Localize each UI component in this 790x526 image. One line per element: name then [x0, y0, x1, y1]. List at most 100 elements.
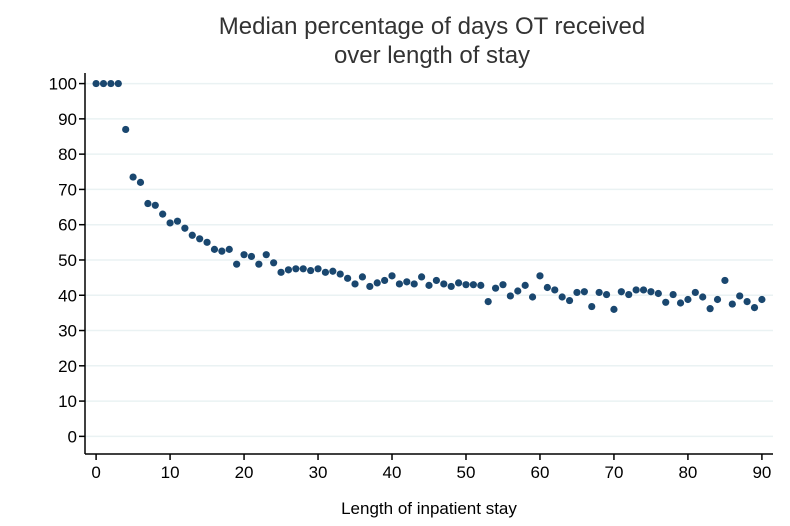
- data-point: [418, 273, 426, 281]
- data-point: [240, 251, 248, 259]
- data-point: [728, 300, 736, 308]
- data-point: [210, 245, 219, 253]
- data-point: [270, 259, 278, 267]
- y-tick-label: 90: [58, 110, 77, 129]
- data-point: [543, 283, 551, 292]
- data-point: [292, 265, 300, 273]
- y-tick-label: 40: [58, 286, 77, 305]
- data-point: [506, 292, 514, 300]
- y-tick-label: 60: [58, 216, 77, 235]
- x-axis-label: Length of inpatient stay: [341, 499, 517, 518]
- data-point: [284, 266, 293, 274]
- data-point: [669, 290, 677, 299]
- chart-title-line-1: Median percentage of days OT received: [219, 13, 645, 40]
- data-point: [514, 287, 522, 295]
- data-point: [107, 79, 115, 88]
- data-point: [499, 281, 507, 289]
- data-point: [92, 79, 100, 88]
- data-point: [647, 288, 655, 296]
- data-point: [750, 303, 759, 312]
- data-point: [99, 79, 108, 88]
- data-point: [676, 299, 685, 307]
- data-point: [410, 280, 418, 288]
- data-point: [617, 288, 625, 296]
- data-point: [366, 282, 374, 291]
- data-point: [521, 281, 529, 289]
- x-tick-label: 10: [161, 463, 180, 482]
- data-point: [262, 251, 270, 259]
- x-tick-label: 90: [752, 463, 771, 482]
- y-tick-label: 50: [58, 251, 77, 270]
- data-point: [373, 279, 381, 287]
- data-point: [639, 286, 648, 294]
- x-tick-label: 0: [91, 463, 100, 482]
- data-point: [114, 79, 122, 88]
- x-axis-ticks: 0 10 20 30 40 50 60 70 80 90: [91, 454, 771, 482]
- data-point: [358, 273, 367, 281]
- data-point: [528, 293, 537, 301]
- data-point: [151, 201, 159, 209]
- data-point: [307, 266, 315, 275]
- data-point: [173, 217, 182, 225]
- data-point: [321, 268, 330, 276]
- x-tick-label: 70: [604, 463, 623, 482]
- data-point: [144, 199, 152, 208]
- data-point: [277, 268, 285, 276]
- y-tick-label: 10: [58, 392, 77, 411]
- data-point: [743, 298, 751, 306]
- y-tick-label: 0: [68, 427, 77, 446]
- data-point: [314, 265, 322, 273]
- data-point: [299, 265, 307, 273]
- data-point: [381, 276, 389, 285]
- x-tick-label: 40: [383, 463, 402, 482]
- data-point: [595, 288, 603, 297]
- data-point: [588, 302, 596, 311]
- data-point: [625, 290, 633, 299]
- data-point: [699, 293, 707, 301]
- y-axis-ticks: 0 10 20 30 40 50 60 70 80 90 100: [49, 75, 85, 446]
- data-point: [181, 224, 189, 232]
- x-tick-label: 80: [678, 463, 697, 482]
- data-point: [706, 305, 714, 313]
- data-points: [92, 79, 766, 313]
- data-point: [203, 238, 211, 246]
- data-point: [247, 252, 256, 261]
- data-point: [122, 125, 130, 134]
- data-point: [336, 270, 344, 278]
- data-point: [580, 288, 588, 296]
- data-point: [565, 296, 574, 305]
- data-point: [454, 279, 463, 287]
- x-tick-label: 30: [309, 463, 328, 482]
- data-point: [403, 278, 411, 286]
- data-point: [684, 295, 692, 304]
- data-point: [558, 293, 566, 301]
- x-tick-label: 50: [457, 463, 476, 482]
- data-point: [329, 267, 337, 275]
- data-point: [551, 286, 559, 294]
- data-point: [758, 295, 766, 304]
- y-tick-label: 100: [49, 75, 77, 94]
- gridlines: [85, 82, 773, 438]
- data-point: [395, 280, 404, 288]
- y-tick-label: 80: [58, 145, 77, 164]
- data-point: [477, 281, 485, 289]
- data-point: [713, 295, 722, 304]
- data-point: [255, 260, 263, 268]
- data-point: [484, 298, 492, 306]
- data-point: [351, 280, 359, 288]
- data-point: [218, 247, 226, 255]
- y-tick-label: 20: [58, 357, 77, 376]
- data-point: [188, 231, 196, 239]
- data-point: [602, 290, 611, 299]
- data-point: [662, 298, 670, 306]
- data-point: [129, 173, 137, 181]
- data-point: [425, 281, 433, 289]
- data-point: [632, 286, 640, 294]
- data-point: [654, 289, 662, 298]
- x-tick-label: 20: [235, 463, 254, 482]
- data-point: [136, 178, 145, 186]
- data-point: [610, 305, 618, 313]
- data-point: [447, 282, 455, 291]
- data-point: [469, 281, 477, 289]
